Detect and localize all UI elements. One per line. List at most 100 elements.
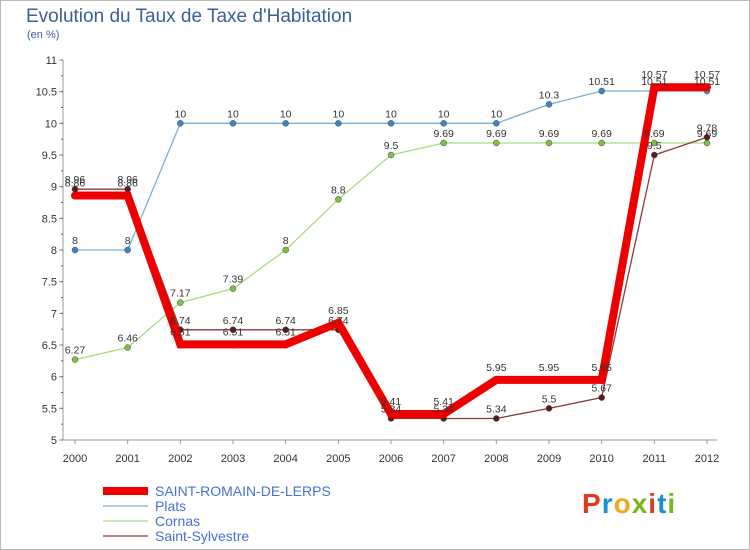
y-tick-label: 9 (51, 182, 57, 194)
data-point (282, 326, 289, 334)
y-tick-label: 5 (51, 435, 57, 447)
y-tick-label: 8 (51, 245, 57, 257)
data-label: 9.5 (647, 140, 662, 152)
data-point (282, 120, 289, 127)
legend-label: SAINT-ROMAIN-DE-LERPS (155, 483, 331, 499)
data-labels: 8 8 10 10 10 10 10 10 10 10.3 10.51 10.51 10.51 6.27 6… (65, 69, 721, 415)
x-tick-label: 2003 (221, 453, 245, 465)
data-label: 10.3 (539, 89, 560, 101)
data-label: 5.95 (486, 362, 507, 374)
legend-label: Plats (155, 498, 186, 514)
data-point (387, 151, 395, 159)
data-label: 5.34 (433, 403, 454, 415)
data-point (650, 83, 659, 92)
data-label: 9.69 (486, 128, 507, 140)
data-point (229, 285, 237, 292)
data-point (439, 410, 448, 419)
data-label: 8.96 (65, 174, 86, 186)
data-point (493, 120, 500, 127)
data-label: 6.74 (275, 315, 296, 327)
data-label: 9.69 (644, 128, 665, 140)
data-label: 8 (283, 235, 289, 247)
data-label: 5.41 (381, 396, 402, 408)
data-point (598, 87, 605, 95)
data-label: 9.5 (384, 140, 399, 152)
y-tick-label: 5.5 (42, 403, 57, 415)
data-label: 5.34 (486, 403, 507, 415)
data-label: 6.85 (328, 305, 349, 317)
data-label: 10 (332, 108, 344, 120)
x-tick-label: 2012 (695, 453, 719, 465)
data-point (492, 375, 501, 384)
data-label: 10.51 (589, 76, 615, 88)
x-tick-label: 2004 (273, 453, 297, 465)
logo-letter: i (648, 488, 658, 519)
x-tick-label: 2007 (431, 453, 455, 465)
data-point (545, 139, 553, 147)
data-point (598, 394, 605, 401)
x-tick-label: 2002 (168, 453, 192, 465)
data-label: 9.78 (697, 122, 718, 134)
logo-letter: r (601, 488, 614, 519)
data-label: 9.69 (539, 128, 560, 140)
data-label: 10 (174, 108, 186, 120)
data-label: 5.41 (433, 396, 454, 408)
axes: 5 5.5 6 6.5 7 7.5 8 8.5 9 9.5 10 10.5 11 2000 2001 2002… (36, 55, 720, 465)
x-tick-label: 2009 (537, 453, 561, 465)
data-label: 6.51 (223, 326, 244, 338)
y-tick-label: 7.5 (42, 277, 57, 289)
data-point (440, 120, 447, 127)
logo-letter: x (631, 488, 649, 519)
data-point (71, 246, 79, 254)
logo-letter: o (613, 488, 632, 519)
data-point (71, 191, 79, 200)
data-label: 10.51 (694, 76, 720, 88)
data-point (387, 120, 395, 127)
data-point (282, 246, 289, 254)
data-point (281, 340, 290, 349)
data-label: 6.51 (275, 326, 296, 338)
y-tick-label: 11 (46, 55, 57, 67)
x-tick-label: 2010 (589, 453, 613, 465)
data-point (440, 139, 447, 147)
data-point (71, 356, 79, 363)
y-tick-label: 7 (51, 308, 57, 320)
data-point (124, 246, 131, 254)
x-tick-label: 2011 (643, 453, 667, 465)
data-label: 6.27 (65, 345, 86, 357)
data-label: 8.86 (117, 178, 138, 190)
y-tick-label: 9.5 (42, 150, 57, 162)
y-tick-label: 10.5 (36, 87, 57, 99)
x-tick-label: 2008 (484, 453, 508, 465)
legend: SAINT-ROMAIN-DE-LERPSPlatsCornasSaint-Sy… (103, 483, 331, 544)
data-point (229, 120, 237, 127)
data-label: 10 (385, 108, 397, 120)
data-label: 10 (438, 108, 450, 120)
data-label: 10 (490, 108, 502, 120)
data-point (545, 375, 553, 384)
data-label: 6.74 (328, 315, 349, 327)
data-label: 9.69 (591, 128, 612, 140)
data-point (177, 299, 184, 306)
data-label: 10.57 (641, 69, 667, 81)
data-label: 8 (125, 235, 131, 247)
data-point (335, 120, 342, 127)
y-tick-label: 10 (45, 118, 57, 130)
data-label: 6.51 (170, 326, 191, 338)
data-point (123, 191, 132, 200)
proxiti-logo: Proxiti (582, 488, 676, 520)
data-label: 5.34 (381, 403, 402, 415)
chart-title: Evolution du Taux de Taxe d'Habitation (26, 6, 353, 27)
data-point (703, 134, 711, 141)
data-label: 5.95 (591, 362, 612, 374)
logo-letter: P (582, 488, 602, 519)
data-point (177, 120, 184, 127)
data-point (387, 410, 395, 419)
data-label: 8.8 (331, 184, 346, 196)
x-tick-label: 2006 (379, 453, 403, 465)
data-point (493, 415, 500, 422)
series-line (75, 136, 708, 420)
data-label: 7.17 (170, 288, 191, 300)
y-tick-label: 6.5 (42, 340, 57, 352)
